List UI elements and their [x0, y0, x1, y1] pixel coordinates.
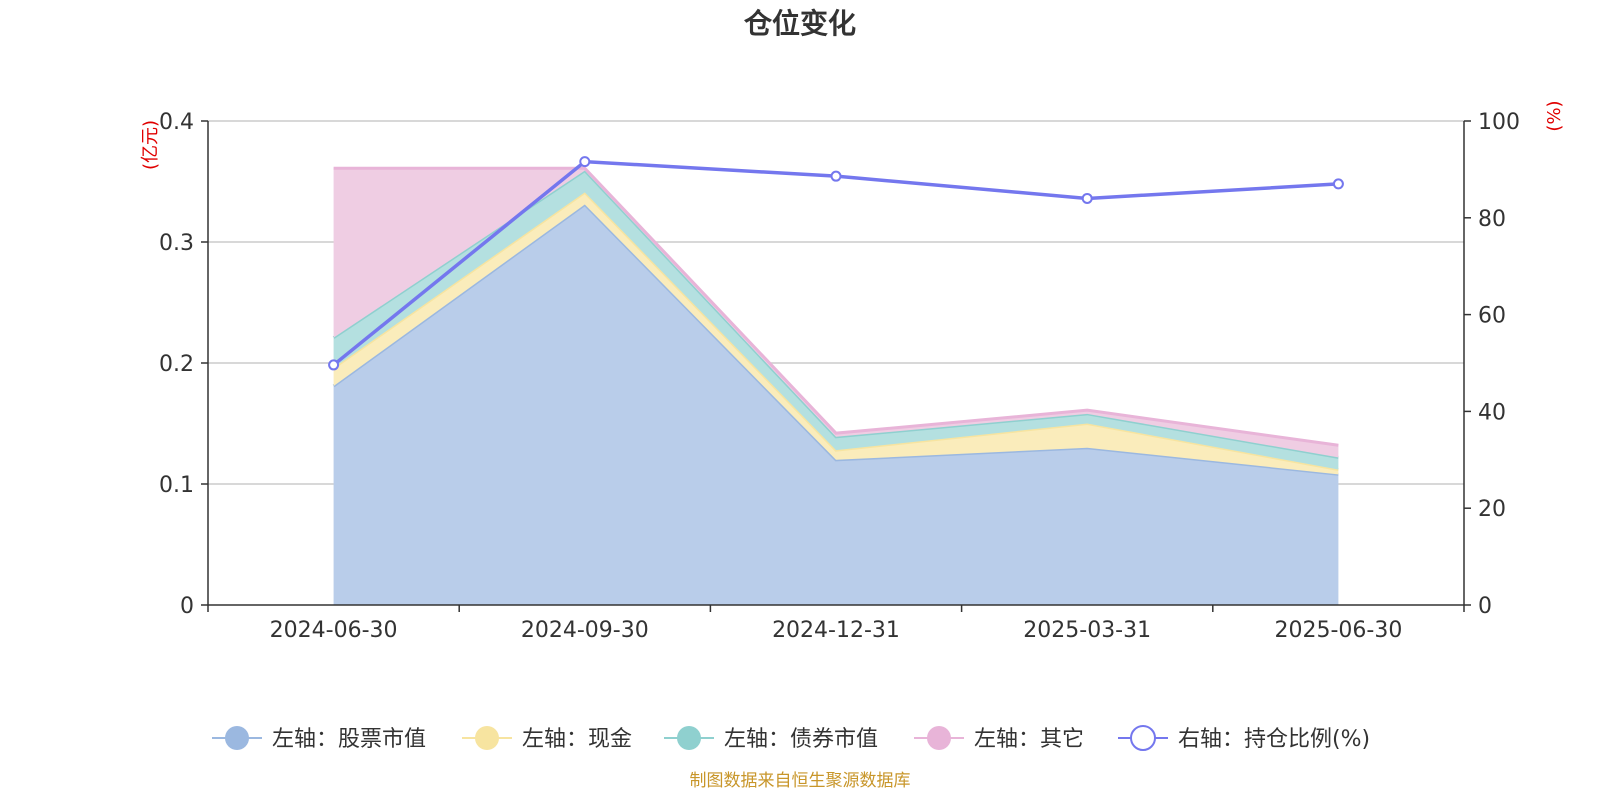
x-axis-tick-label: 2025-06-30: [1274, 618, 1402, 643]
area-左轴：其它: [333, 168, 1339, 458]
x-axis-tick-label: 2024-12-31: [772, 618, 900, 643]
ratio-point: [328, 359, 340, 371]
legend-label: 左轴：现金: [522, 727, 632, 752]
legend-marker: [927, 726, 951, 750]
area-edge-左轴：其它: [333, 166, 1339, 447]
ratio-point: [1081, 192, 1093, 204]
axes: 0 0.1 0.2 0.3 0.4 0 20 40 60 80 100 2024-06-30 2024-…: [159, 110, 1520, 643]
left-axis-tick-label: 0.4: [159, 110, 194, 135]
right-axis-tick-label: 40: [1478, 400, 1506, 425]
legend-marker: [225, 726, 249, 750]
ratio-line: [328, 156, 1344, 371]
right-axis-tick-label: 80: [1478, 207, 1506, 232]
legend-label: 左轴：其它: [974, 727, 1084, 752]
legend: 左轴：股票市值 左轴：现金 左轴：债券市值 左轴：其它 右轴：持仓比例(%): [212, 725, 1370, 752]
right-axis-unit: (%): [1544, 100, 1565, 131]
ratio-point: [579, 156, 591, 168]
legend-marker: [475, 726, 499, 750]
x-axis-tick-label: 2025-03-31: [1023, 618, 1151, 643]
legend-marker: [1130, 725, 1156, 751]
legend-marker: [677, 726, 701, 750]
left-axis-tick-label: 0: [180, 594, 194, 619]
legend-label: 左轴：债券市值: [724, 727, 878, 752]
x-axis-tick-label: 2024-09-30: [521, 618, 649, 643]
right-axis-tick-label: 0: [1478, 594, 1492, 619]
area-左轴：股票市值: [333, 204, 1339, 606]
legend-label: 左轴：股票市值: [272, 727, 426, 752]
legend-label: 右轴：持仓比例(%): [1178, 727, 1370, 752]
chart-title: 仓位变化: [744, 7, 856, 40]
left-axis-tick-label: 0.2: [159, 352, 194, 377]
right-axis-tick-label: 60: [1478, 304, 1506, 329]
x-axis-tick-label: 2024-06-30: [270, 618, 398, 643]
right-axis-tick-label: 20: [1478, 497, 1506, 522]
left-axis-tick-label: 0.3: [159, 231, 194, 256]
left-axis-tick-label: 0.1: [159, 473, 194, 498]
stacked-areas: [332, 166, 1339, 606]
ratio-point: [1332, 178, 1344, 190]
source-note: 制图数据来自恒生聚源数据库: [690, 771, 911, 791]
right-axis-tick-label: 100: [1478, 110, 1520, 135]
ratio-point: [830, 170, 842, 182]
left-axis-unit: (亿元): [140, 120, 161, 170]
